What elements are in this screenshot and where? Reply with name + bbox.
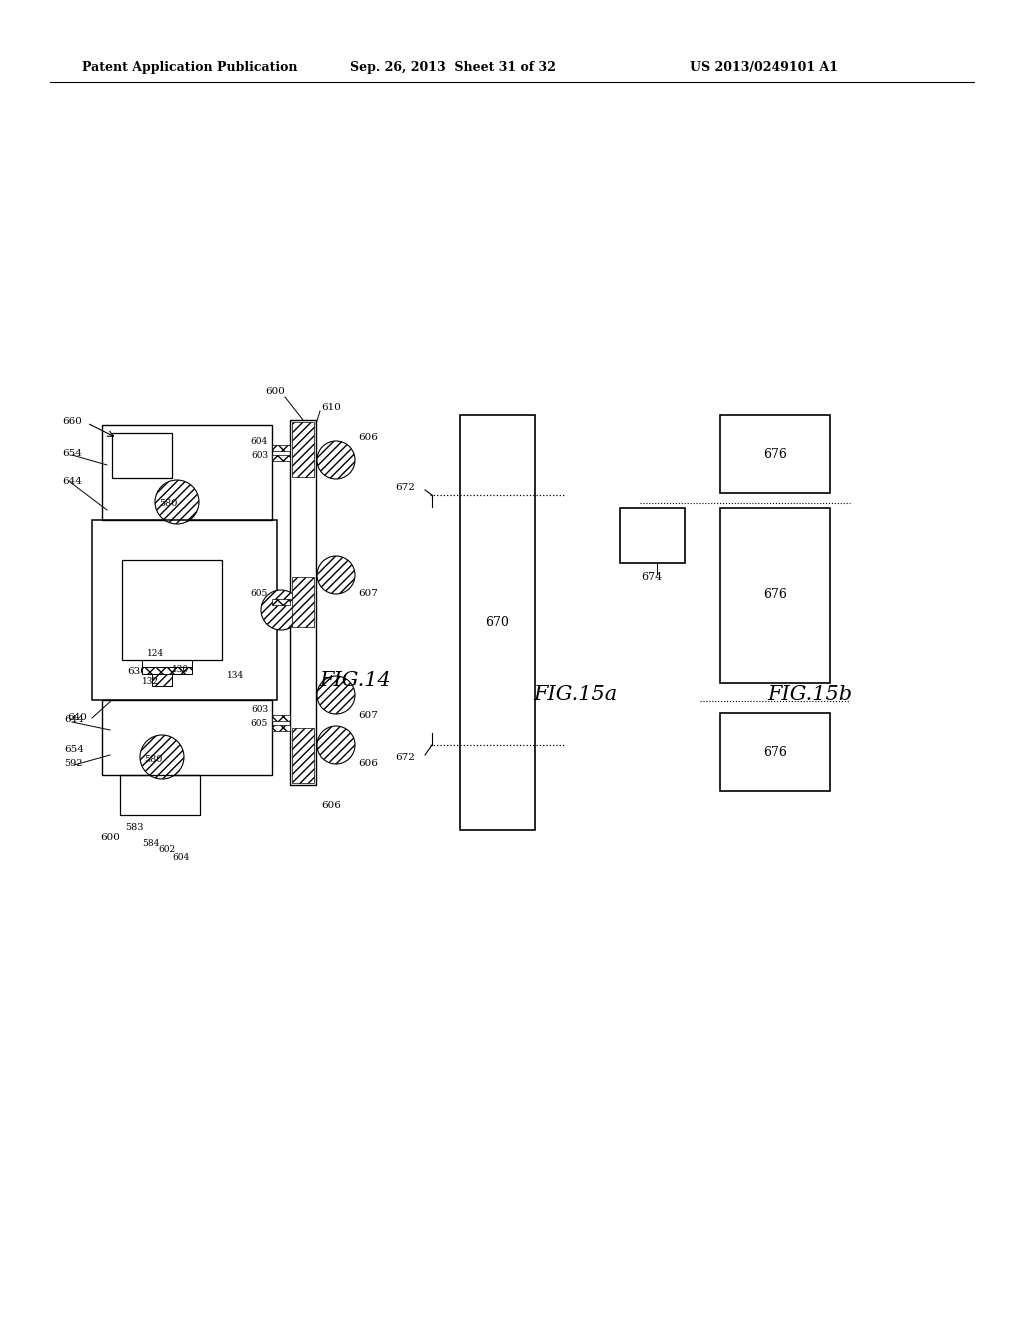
Bar: [292, 422, 314, 477]
Text: 583: 583: [125, 822, 143, 832]
Text: 644: 644: [63, 715, 84, 725]
Bar: [272, 715, 290, 721]
Text: 654: 654: [63, 746, 84, 755]
Bar: [720, 713, 830, 791]
Text: 584: 584: [142, 838, 160, 847]
Text: 605: 605: [251, 718, 268, 727]
Text: 674: 674: [641, 572, 663, 582]
Text: 605: 605: [251, 590, 268, 598]
Text: 640: 640: [68, 714, 87, 722]
Text: 676: 676: [763, 447, 786, 461]
Circle shape: [317, 676, 355, 714]
Text: 610: 610: [321, 404, 341, 412]
Bar: [272, 725, 290, 731]
Text: FIG.15a: FIG.15a: [532, 685, 617, 705]
Bar: [122, 560, 222, 660]
Text: 606: 606: [321, 800, 341, 809]
Bar: [720, 414, 830, 492]
Circle shape: [155, 480, 199, 524]
Bar: [272, 599, 290, 605]
Circle shape: [140, 735, 184, 779]
Text: 607: 607: [358, 710, 378, 719]
Text: 630: 630: [127, 668, 146, 676]
Text: 124: 124: [147, 649, 164, 659]
Bar: [120, 775, 200, 814]
Text: 672: 672: [395, 483, 415, 491]
Bar: [292, 729, 314, 783]
Text: 580: 580: [159, 499, 177, 508]
Bar: [142, 660, 193, 667]
Bar: [272, 445, 290, 451]
Text: 607: 607: [358, 589, 378, 598]
Text: Patent Application Publication: Patent Application Publication: [82, 62, 298, 74]
Bar: [112, 433, 172, 478]
Circle shape: [317, 726, 355, 764]
Bar: [142, 667, 193, 675]
Bar: [460, 414, 535, 830]
Bar: [92, 520, 278, 700]
Text: 130: 130: [172, 665, 189, 675]
Text: 672: 672: [395, 752, 415, 762]
Text: 676: 676: [763, 746, 786, 759]
Text: 602: 602: [158, 846, 175, 854]
Bar: [290, 420, 316, 785]
Text: 660: 660: [62, 417, 82, 425]
Text: 600: 600: [100, 833, 120, 842]
Circle shape: [317, 441, 355, 479]
Text: US 2013/0249101 A1: US 2013/0249101 A1: [690, 62, 838, 74]
Text: 580: 580: [144, 755, 163, 763]
Bar: [292, 577, 314, 627]
Bar: [272, 455, 290, 461]
Text: 670: 670: [485, 615, 509, 628]
Text: 604: 604: [251, 437, 268, 446]
Text: FIG.14: FIG.14: [319, 671, 391, 689]
Text: Sep. 26, 2013  Sheet 31 of 32: Sep. 26, 2013 Sheet 31 of 32: [350, 62, 556, 74]
Text: 676: 676: [763, 589, 786, 602]
Text: 603: 603: [251, 705, 268, 714]
Text: 600: 600: [265, 388, 285, 396]
Text: 606: 606: [358, 759, 378, 767]
Text: 134: 134: [227, 672, 244, 681]
Text: 132: 132: [142, 677, 159, 686]
Circle shape: [317, 556, 355, 594]
Bar: [620, 508, 685, 564]
Text: 592: 592: [63, 759, 83, 767]
Text: 654: 654: [62, 449, 82, 458]
Bar: [102, 700, 272, 775]
Bar: [152, 675, 172, 686]
Text: FIG.15b: FIG.15b: [767, 685, 853, 705]
Bar: [720, 508, 830, 682]
Circle shape: [261, 590, 301, 630]
Bar: [102, 425, 272, 520]
Text: 644: 644: [62, 478, 82, 487]
Text: 606: 606: [358, 433, 378, 442]
Text: 604: 604: [172, 853, 189, 862]
Text: 603: 603: [251, 450, 268, 459]
